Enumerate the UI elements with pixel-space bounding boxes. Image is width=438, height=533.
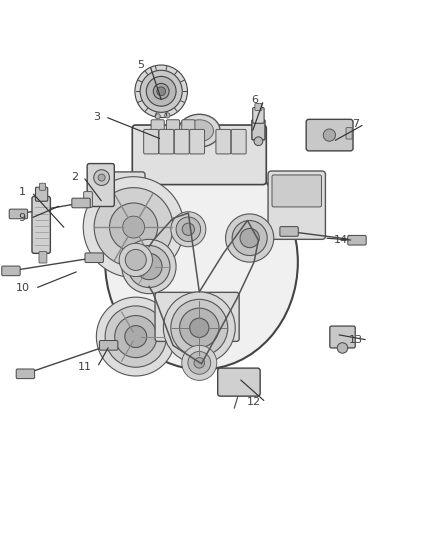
Text: 6: 6 — [251, 95, 258, 105]
Ellipse shape — [179, 114, 220, 147]
Circle shape — [155, 114, 160, 119]
Circle shape — [135, 65, 187, 118]
FancyBboxPatch shape — [182, 120, 195, 132]
FancyBboxPatch shape — [39, 252, 47, 263]
FancyBboxPatch shape — [16, 369, 35, 378]
Circle shape — [125, 326, 147, 348]
Text: 1: 1 — [19, 187, 26, 197]
Circle shape — [254, 137, 263, 146]
Circle shape — [232, 221, 267, 255]
FancyBboxPatch shape — [32, 197, 50, 253]
FancyBboxPatch shape — [166, 120, 180, 132]
Text: 14: 14 — [334, 235, 348, 245]
FancyBboxPatch shape — [159, 130, 174, 154]
FancyBboxPatch shape — [190, 130, 205, 154]
Circle shape — [190, 318, 209, 337]
FancyBboxPatch shape — [231, 130, 246, 154]
FancyBboxPatch shape — [85, 253, 103, 263]
Text: 10: 10 — [16, 284, 30, 293]
Circle shape — [337, 343, 348, 353]
Circle shape — [323, 129, 336, 141]
Ellipse shape — [185, 120, 214, 142]
Text: 12: 12 — [247, 397, 261, 407]
FancyBboxPatch shape — [255, 103, 262, 110]
Circle shape — [171, 212, 206, 247]
Text: 2: 2 — [71, 172, 78, 182]
Text: 9: 9 — [18, 213, 25, 223]
FancyBboxPatch shape — [72, 198, 90, 208]
Circle shape — [96, 297, 175, 376]
FancyBboxPatch shape — [268, 171, 325, 239]
FancyBboxPatch shape — [84, 191, 92, 207]
FancyBboxPatch shape — [218, 368, 260, 396]
FancyBboxPatch shape — [99, 341, 118, 350]
FancyBboxPatch shape — [144, 130, 159, 154]
FancyBboxPatch shape — [216, 130, 231, 154]
Circle shape — [226, 214, 274, 262]
FancyBboxPatch shape — [346, 128, 352, 139]
Circle shape — [163, 292, 235, 364]
Circle shape — [146, 76, 176, 106]
FancyBboxPatch shape — [165, 84, 185, 95]
Circle shape — [105, 306, 166, 367]
FancyBboxPatch shape — [272, 175, 321, 207]
Text: 11: 11 — [78, 362, 92, 372]
FancyBboxPatch shape — [155, 292, 239, 342]
Circle shape — [136, 253, 162, 280]
FancyBboxPatch shape — [111, 172, 145, 219]
Circle shape — [194, 358, 205, 368]
Circle shape — [110, 203, 158, 251]
Circle shape — [115, 316, 157, 358]
Text: 5: 5 — [138, 60, 145, 70]
FancyBboxPatch shape — [151, 120, 164, 132]
Circle shape — [182, 223, 194, 236]
Text: 7: 7 — [352, 119, 359, 129]
FancyBboxPatch shape — [2, 266, 20, 276]
FancyBboxPatch shape — [348, 236, 366, 245]
Circle shape — [180, 308, 219, 348]
Circle shape — [171, 300, 228, 356]
Circle shape — [122, 239, 176, 294]
FancyBboxPatch shape — [280, 227, 298, 236]
Circle shape — [94, 169, 110, 185]
Circle shape — [140, 70, 182, 112]
Text: 3: 3 — [93, 112, 100, 122]
FancyBboxPatch shape — [87, 164, 114, 206]
Circle shape — [128, 246, 170, 287]
Circle shape — [98, 174, 105, 181]
Circle shape — [94, 188, 173, 266]
Circle shape — [123, 216, 145, 238]
FancyBboxPatch shape — [252, 120, 265, 140]
Circle shape — [125, 249, 146, 270]
Text: 13: 13 — [349, 335, 363, 345]
FancyBboxPatch shape — [39, 183, 46, 190]
Circle shape — [176, 217, 201, 241]
Circle shape — [165, 113, 170, 118]
FancyBboxPatch shape — [9, 209, 28, 219]
FancyBboxPatch shape — [330, 326, 355, 348]
Circle shape — [153, 84, 169, 99]
Circle shape — [157, 87, 166, 96]
Circle shape — [83, 177, 184, 278]
Circle shape — [119, 243, 152, 277]
FancyBboxPatch shape — [174, 130, 189, 154]
FancyBboxPatch shape — [306, 119, 353, 151]
FancyBboxPatch shape — [253, 108, 264, 123]
Circle shape — [182, 345, 217, 381]
FancyBboxPatch shape — [132, 125, 266, 184]
Circle shape — [188, 351, 211, 374]
Ellipse shape — [105, 155, 298, 369]
Circle shape — [240, 229, 259, 248]
FancyBboxPatch shape — [35, 187, 48, 201]
